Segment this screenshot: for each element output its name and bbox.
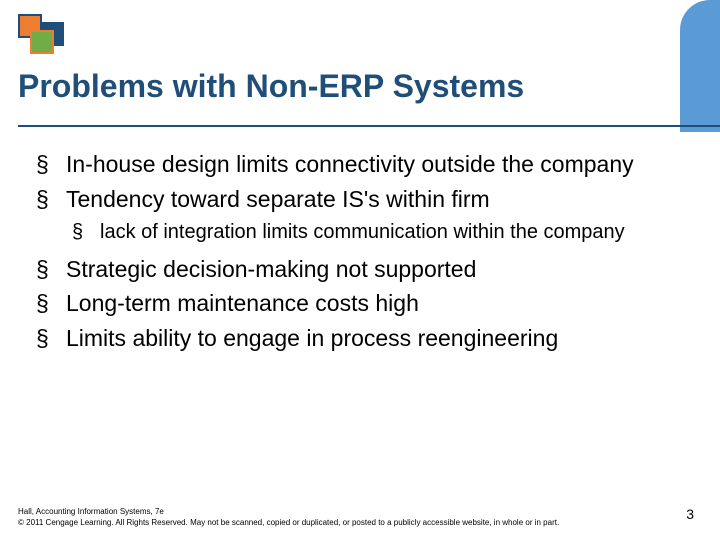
page-number: 3 (686, 506, 694, 522)
bullet-item: Strategic decision-making not supported (36, 255, 680, 284)
bullet-sub-item: lack of integration limits communication… (72, 220, 680, 245)
bullet-item: In-house design limits connectivity outs… (36, 150, 680, 179)
accent-bar (680, 0, 720, 132)
content-area: In-house design limits connectivity outs… (36, 150, 680, 359)
bullet-item: Long-term maintenance costs high (36, 289, 680, 318)
header-line (18, 125, 720, 127)
footer-line2: © 2011 Cengage Learning. All Rights Rese… (18, 518, 670, 528)
footer-line1: Hall, Accounting Information Systems, 7e (18, 507, 670, 517)
square-green (30, 30, 54, 54)
footer: Hall, Accounting Information Systems, 7e… (18, 507, 670, 528)
bullet-item: Tendency toward separate IS's within fir… (36, 185, 680, 214)
bullet-item: Limits ability to engage in process reen… (36, 324, 680, 353)
slide: Problems with Non-ERP Systems In-house d… (0, 0, 720, 540)
slide-title: Problems with Non-ERP Systems (18, 68, 660, 105)
